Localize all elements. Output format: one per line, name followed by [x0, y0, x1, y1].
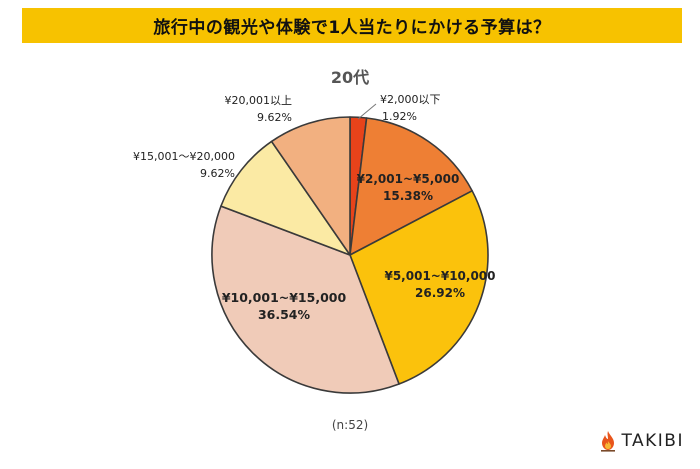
- slice-label: ¥15,001～¥20,000: [133, 150, 235, 163]
- flame-icon: [601, 431, 616, 452]
- brand-logo: TAKIBI: [599, 430, 684, 452]
- chart-title: 20代: [330, 68, 370, 87]
- brand-name: TAKIBI: [621, 431, 684, 451]
- slice-label: ¥5,001~¥10,000: [384, 269, 495, 283]
- slice-value-label: 9.62%: [257, 111, 292, 124]
- pie-slice: [349, 190, 489, 385]
- slice-label: ¥2,001~¥5,000: [357, 172, 460, 186]
- slice-label: ¥10,001~¥15,000: [222, 290, 347, 305]
- slice-value-label: 9.62%: [200, 167, 235, 180]
- slice-value-label: 15.38%: [383, 189, 433, 203]
- sample-size-note: (n:52): [331, 418, 369, 432]
- slice-label: ¥20,001以上: [225, 94, 293, 107]
- pie-slice: [211, 205, 400, 394]
- pie-slice: [220, 140, 351, 256]
- slice-value-label: 36.54%: [258, 307, 311, 322]
- slice-value-label: 26.92%: [415, 286, 465, 300]
- slice-value-label: 1.92%: [382, 110, 417, 123]
- pie-slice: [270, 116, 351, 256]
- pie-slice: [349, 117, 473, 256]
- slice-label: ¥2,000以下: [380, 93, 441, 106]
- title-banner: 旅行中の観光や体験で1人当たりにかける予算は？: [22, 8, 682, 43]
- leader-line: [357, 103, 377, 120]
- page-title: 旅行中の観光や体験で1人当たりにかける予算は？: [153, 18, 551, 38]
